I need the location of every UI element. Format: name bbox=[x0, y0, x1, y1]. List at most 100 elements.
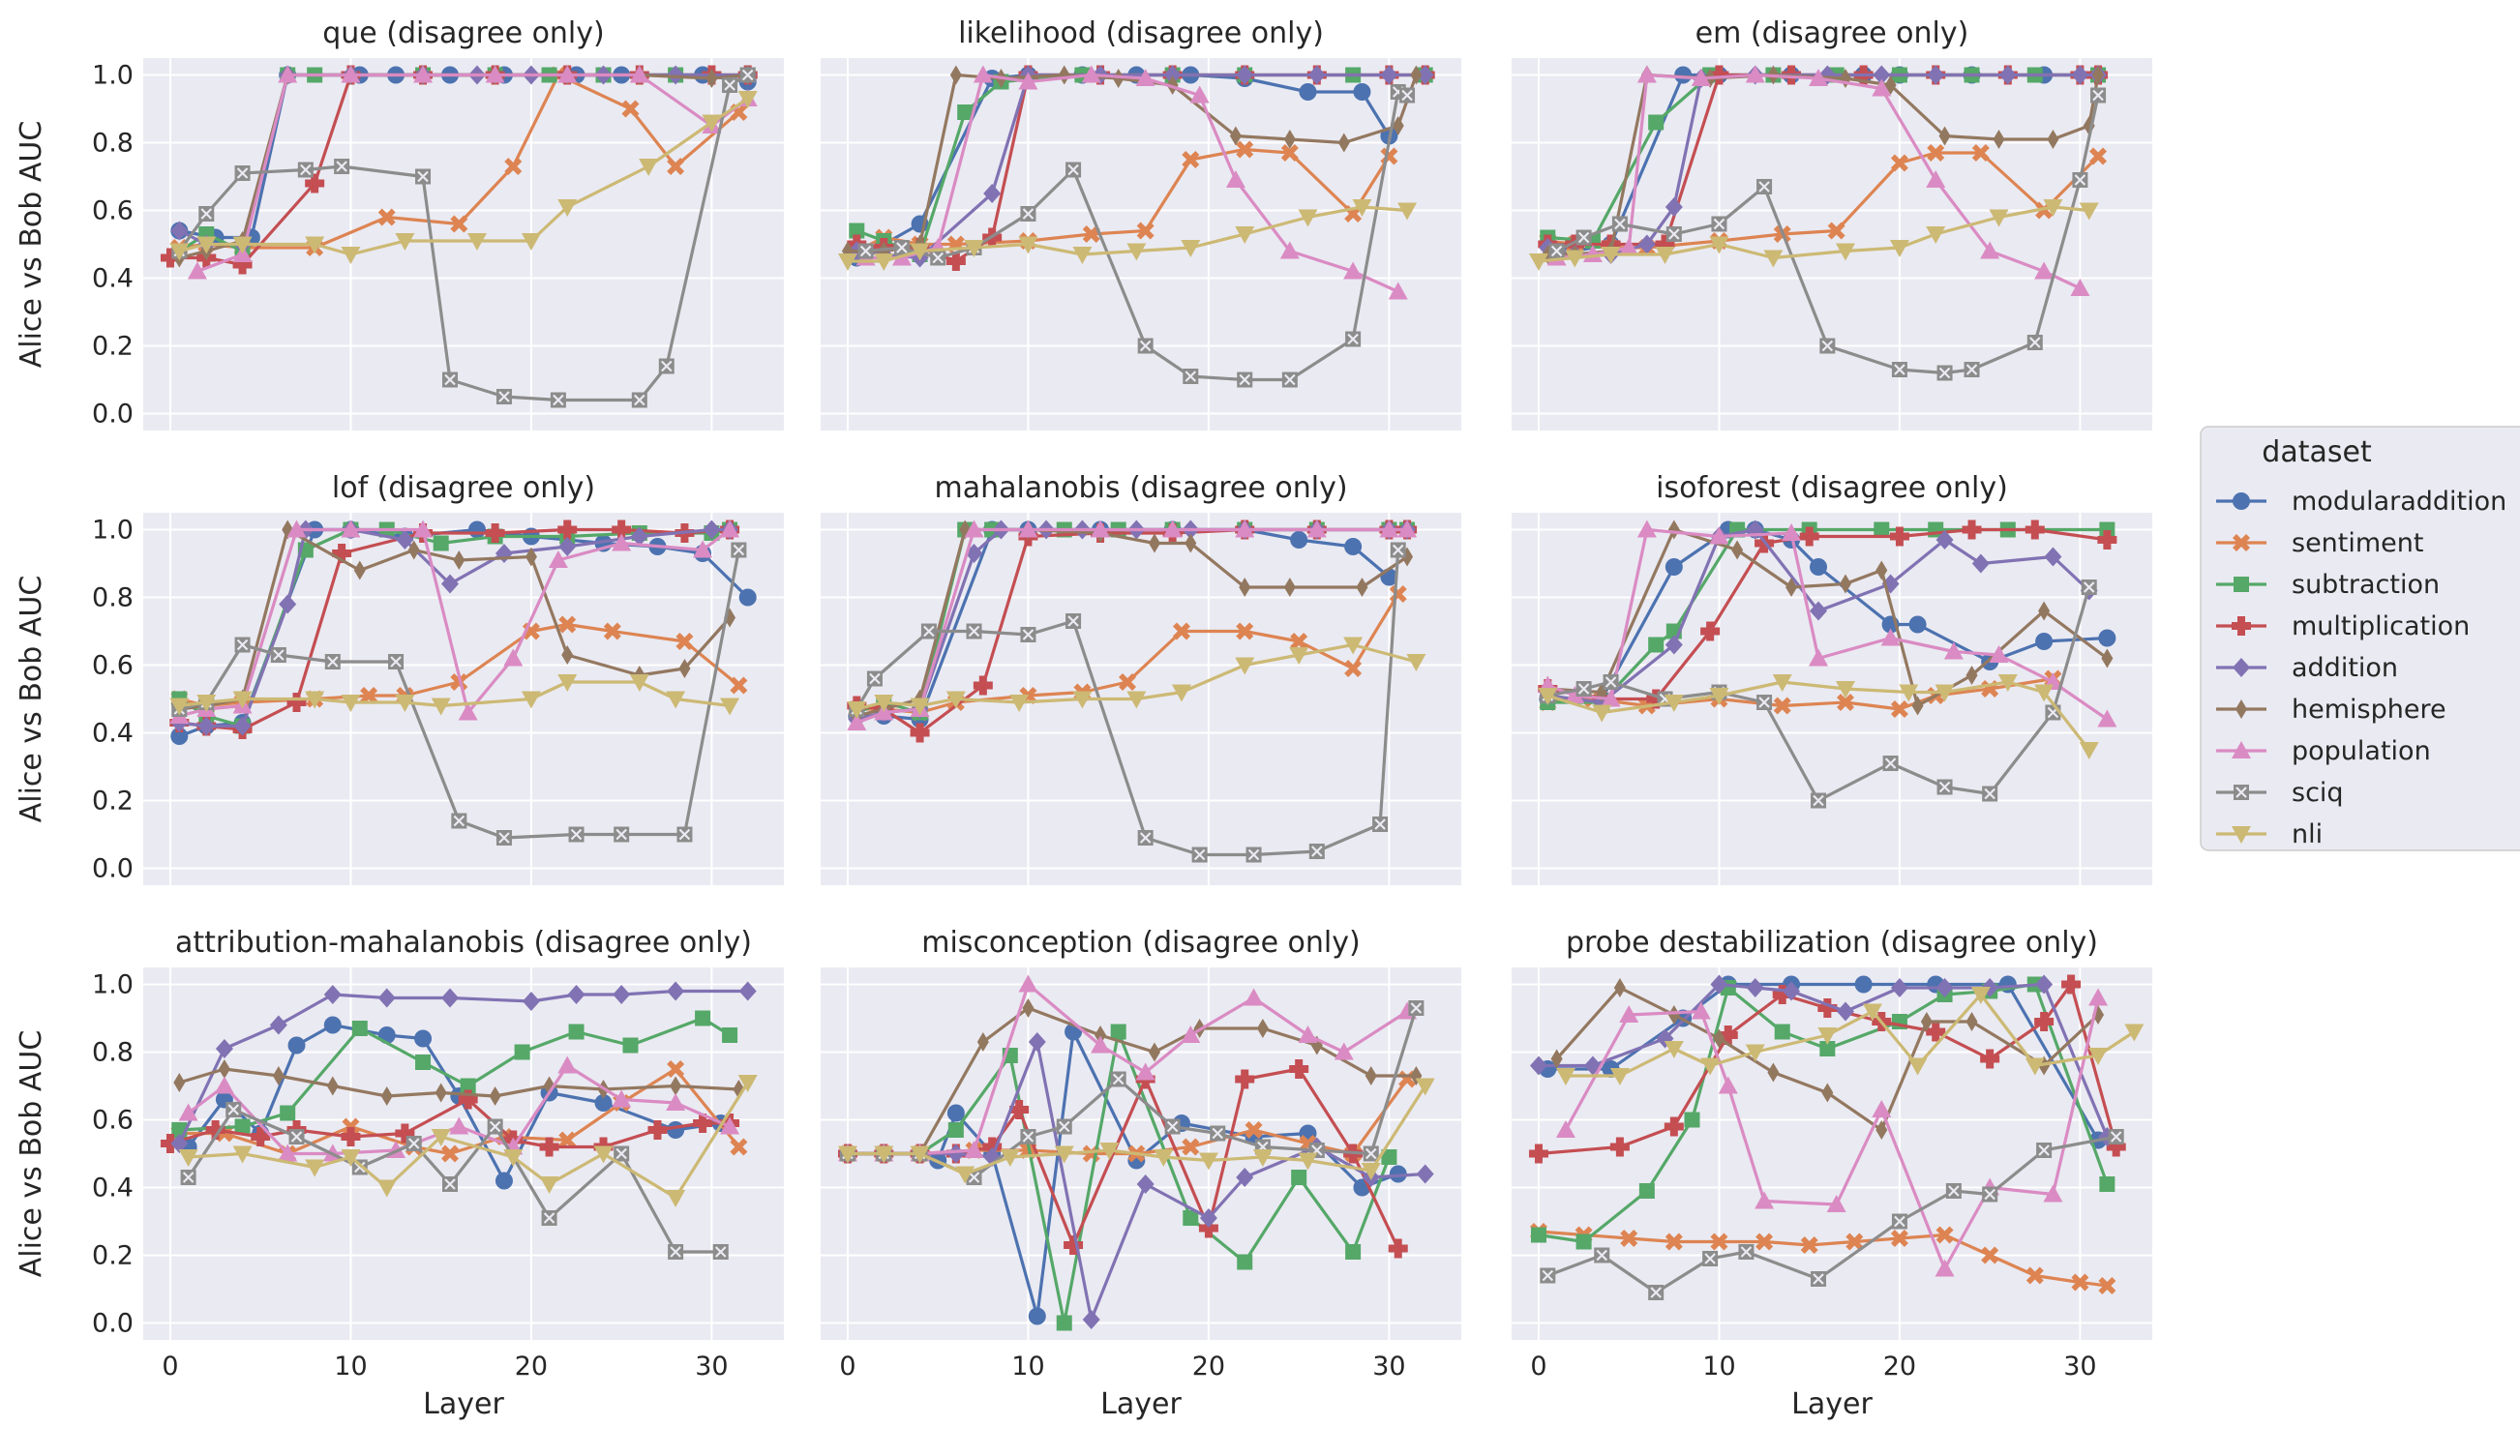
point-sentiment bbox=[1927, 144, 1945, 162]
point-hemisphere bbox=[1095, 1025, 1107, 1045]
point-hemisphere bbox=[1667, 1005, 1680, 1025]
point-multiplication bbox=[1609, 1137, 1630, 1157]
legend-entry-subtraction: subtraction bbox=[2216, 570, 2440, 600]
point-hemisphere bbox=[1410, 65, 1423, 85]
series-line-nli bbox=[178, 97, 749, 256]
point-nli bbox=[431, 1129, 451, 1146]
y-tick-label: 0.6 bbox=[92, 651, 134, 681]
legend-entry-sentiment: sentiment bbox=[2216, 528, 2424, 558]
point-population bbox=[485, 65, 505, 83]
point-population bbox=[1018, 974, 1038, 993]
point-sentiment bbox=[1935, 1226, 1954, 1244]
point-multiplication bbox=[2097, 530, 2117, 550]
point-nli bbox=[2025, 1057, 2045, 1076]
series-line-nli bbox=[1565, 993, 2136, 1078]
y-tick-label: 0.8 bbox=[92, 1038, 134, 1068]
point-hemisphere bbox=[1785, 578, 1798, 597]
point-hemisphere bbox=[453, 550, 465, 570]
point-hemisphere bbox=[525, 547, 537, 567]
point-population bbox=[1691, 1001, 1711, 1020]
point-hemisphere bbox=[218, 1059, 230, 1079]
legend-marker-modularaddition bbox=[2233, 492, 2250, 510]
point-multiplication bbox=[1817, 998, 1838, 1018]
point-hemisphere bbox=[1166, 75, 1179, 95]
point-sentiment bbox=[1800, 1236, 1818, 1254]
point-nli bbox=[910, 243, 930, 261]
point-nli bbox=[1352, 199, 1372, 217]
point-sciq bbox=[2026, 335, 2043, 350]
point-sciq bbox=[405, 1136, 422, 1151]
point-multiplication bbox=[1980, 1049, 2000, 1069]
point-hemisphere bbox=[1239, 578, 1251, 597]
point-hemisphere bbox=[2092, 65, 2105, 85]
point-nli bbox=[557, 199, 578, 217]
point-nli bbox=[1397, 202, 1418, 221]
series-subtraction bbox=[171, 1010, 738, 1138]
point-nli bbox=[1072, 691, 1093, 709]
panel-title: que (disagree only) bbox=[322, 16, 604, 50]
point-population bbox=[286, 520, 307, 538]
point-addition bbox=[197, 716, 216, 736]
point-nli bbox=[847, 701, 867, 719]
point-nli bbox=[1298, 209, 1318, 227]
point-addition bbox=[170, 221, 189, 241]
legend-marker-multiplication bbox=[2232, 616, 2251, 636]
panel-5: mahalanobis (disagree only) bbox=[821, 471, 1461, 885]
panel-title: attribution-mahalanobis (disagree only) bbox=[175, 926, 752, 960]
point-subtraction bbox=[1291, 1170, 1307, 1185]
point-addition bbox=[441, 574, 460, 594]
point-sentiment bbox=[360, 687, 378, 704]
point-population bbox=[1601, 689, 1621, 707]
point-hemisphere bbox=[1731, 540, 1744, 560]
point-nli bbox=[1252, 1149, 1273, 1167]
point-population bbox=[1782, 523, 1802, 541]
point-nli bbox=[1989, 209, 2009, 227]
legend-box bbox=[2200, 426, 2520, 851]
point-nli bbox=[1054, 1145, 1074, 1164]
point-nli bbox=[1289, 647, 1309, 665]
point-addition bbox=[1082, 1310, 1100, 1329]
point-hemisphere bbox=[2101, 648, 2114, 669]
point-sciq bbox=[1183, 369, 1199, 384]
point-nli bbox=[1655, 247, 1675, 264]
point-multiplication bbox=[1889, 526, 1909, 547]
point-sciq bbox=[1891, 362, 1907, 377]
point-population bbox=[1162, 520, 1183, 538]
point-sciq bbox=[1819, 338, 1836, 354]
series-population bbox=[1546, 65, 2090, 296]
point-nli bbox=[910, 1145, 930, 1164]
point-sciq bbox=[198, 206, 215, 222]
point-nli bbox=[305, 1159, 325, 1177]
point-sciq bbox=[1548, 243, 1565, 259]
x-axis-label: Layer bbox=[1100, 1387, 1182, 1421]
panel-title: mahalanobis (disagree only) bbox=[934, 471, 1347, 505]
point-hemisphere bbox=[407, 540, 420, 560]
point-nli bbox=[341, 247, 361, 264]
point-addition bbox=[170, 1134, 189, 1153]
point-multiplication bbox=[1009, 1100, 1030, 1119]
point-sciq bbox=[1237, 371, 1253, 388]
point-modularaddition bbox=[1290, 531, 1308, 549]
point-population bbox=[413, 520, 434, 538]
point-multiplication bbox=[1565, 234, 1585, 254]
series-nli bbox=[169, 674, 740, 716]
point-multiplication bbox=[1772, 985, 1792, 1004]
point-nli bbox=[2034, 684, 2055, 702]
point-sentiment bbox=[377, 208, 396, 226]
point-addition bbox=[1971, 553, 1990, 574]
point-addition bbox=[2071, 65, 2089, 85]
series-nli bbox=[837, 199, 1418, 271]
point-population bbox=[1935, 1259, 1955, 1277]
point-hemisphere bbox=[2047, 130, 2059, 149]
point-nli bbox=[1072, 247, 1093, 264]
point-population bbox=[2088, 988, 2109, 1006]
point-nli bbox=[341, 695, 361, 712]
point-nli bbox=[720, 698, 740, 716]
x-tick-label: 10 bbox=[1011, 1352, 1044, 1382]
point-nli bbox=[232, 691, 253, 709]
point-addition bbox=[1236, 65, 1254, 85]
point-modularaddition bbox=[323, 1016, 342, 1034]
point-addition bbox=[1199, 1208, 1217, 1228]
legend-marker-sentiment bbox=[2233, 534, 2250, 551]
point-addition bbox=[1307, 65, 1326, 85]
